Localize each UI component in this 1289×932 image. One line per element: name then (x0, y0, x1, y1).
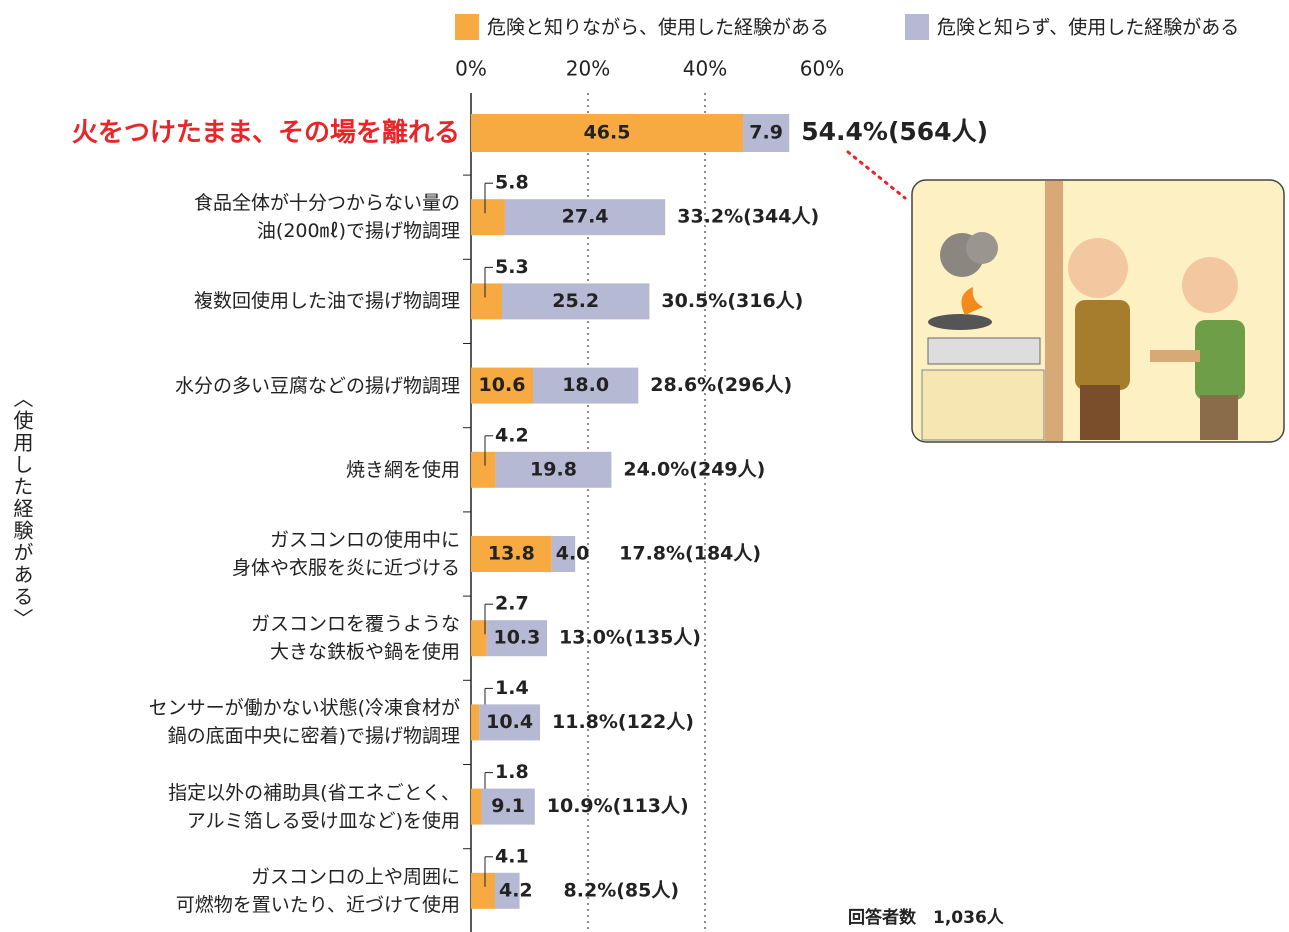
value-label: 9.1 (491, 795, 525, 817)
total-label: 28.6%(296人) (650, 374, 792, 396)
bar-segment (471, 536, 552, 572)
category-label: 指定以外の補助具(省エネごとく、 アルミ箔しる受け皿など)を使用 (168, 781, 460, 832)
bar-segment (471, 451, 496, 488)
callout-line (846, 150, 907, 200)
x-tick-label: 0% (455, 57, 487, 81)
value-label: 1.8 (495, 761, 529, 783)
value-label: 10.6 (479, 374, 526, 396)
y-axis-label: 〈使用した経験がある〉 (10, 388, 34, 630)
category-label: ガスコンロの使用中に 身体や衣服を炎に近づける (231, 529, 460, 579)
bar-segment (479, 704, 541, 741)
total-label: 54.4%(564人) (801, 117, 988, 146)
value-label: 1.4 (495, 677, 529, 699)
total-label: 17.8%(184人) (619, 543, 761, 565)
bar-segment (471, 704, 480, 741)
x-tick-label: 40% (683, 57, 727, 81)
bar-segment (494, 872, 520, 909)
category-label: ガスコンロを覆うような 大きな鉄板や鍋を使用 (250, 613, 460, 664)
total-label: 13.0%(135人) (559, 627, 701, 649)
bar-segment (471, 872, 495, 909)
category-label: 火をつけたまま、その場を離れる (71, 118, 460, 148)
value-label: 4.1 (495, 845, 529, 867)
category-label: 複数回使用した油で揚げ物調理 (193, 290, 460, 313)
value-label: 2.7 (495, 593, 529, 615)
value-label: 4.2 (499, 879, 533, 901)
bar-segment (504, 199, 666, 236)
bar-segment (551, 536, 576, 572)
value-label: 18.0 (562, 374, 609, 396)
bar-segment (471, 199, 505, 236)
category-label: 焼き網を使用 (345, 458, 460, 481)
value-label: 25.2 (552, 290, 599, 312)
x-tick-label: 20% (566, 57, 610, 81)
legend-label: 危険と知りながら、使用した経験がある (487, 17, 829, 39)
value-label: 27.4 (562, 206, 609, 228)
x-tick-label: 60% (800, 57, 844, 81)
bar-segment (471, 283, 503, 320)
total-label: 11.8%(122人) (552, 711, 694, 733)
note: 回答者数 1,036人 (848, 907, 1005, 928)
bar-segment (471, 788, 482, 825)
bar-segment (481, 788, 535, 825)
bar-segment (743, 114, 790, 152)
category-label: 水分の多い豆腐などの揚げ物調理 (174, 374, 460, 397)
value-label: 13.8 (488, 543, 535, 565)
legend-swatch (455, 14, 479, 40)
bar-segment (471, 367, 534, 404)
legend-label: 危険と知らず、使用した経験がある (937, 17, 1239, 39)
value-label: 19.8 (530, 458, 577, 480)
total-label: 24.0%(249人) (623, 458, 765, 480)
value-label: 4.0 (556, 543, 590, 565)
category-label: ガスコンロの上や周囲に 可燃物を置いたり、近づけて使用 (175, 865, 460, 916)
legend-swatch (905, 14, 929, 40)
bar-segment (533, 367, 639, 404)
category-label: センサーが働かない状態(冷凍食材が 鍋の底面中央に密着)で揚げ物調理 (148, 697, 460, 748)
illustration (911, 179, 1285, 443)
value-label: 46.5 (584, 122, 631, 144)
value-label: 10.4 (486, 711, 533, 733)
bar-segment (471, 620, 487, 657)
value-label: 5.3 (495, 256, 529, 278)
value-label: 4.2 (495, 424, 529, 446)
bar-segment (495, 451, 612, 488)
category-label: 食品全体が十分つからない量の 油(200㎖)で揚げ物調理 (193, 192, 460, 243)
bar-segment (486, 620, 548, 657)
value-label: 10.3 (493, 627, 540, 649)
total-label: 8.2%(85人) (564, 879, 680, 901)
total-label: 33.2%(344人) (677, 206, 819, 228)
bar-segment (502, 283, 650, 320)
total-label: 30.5%(316人) (661, 290, 803, 312)
total-label: 10.9%(113人) (547, 795, 689, 817)
bar-segment (471, 114, 744, 152)
value-label: 5.8 (495, 172, 529, 194)
value-label: 7.9 (749, 122, 783, 144)
